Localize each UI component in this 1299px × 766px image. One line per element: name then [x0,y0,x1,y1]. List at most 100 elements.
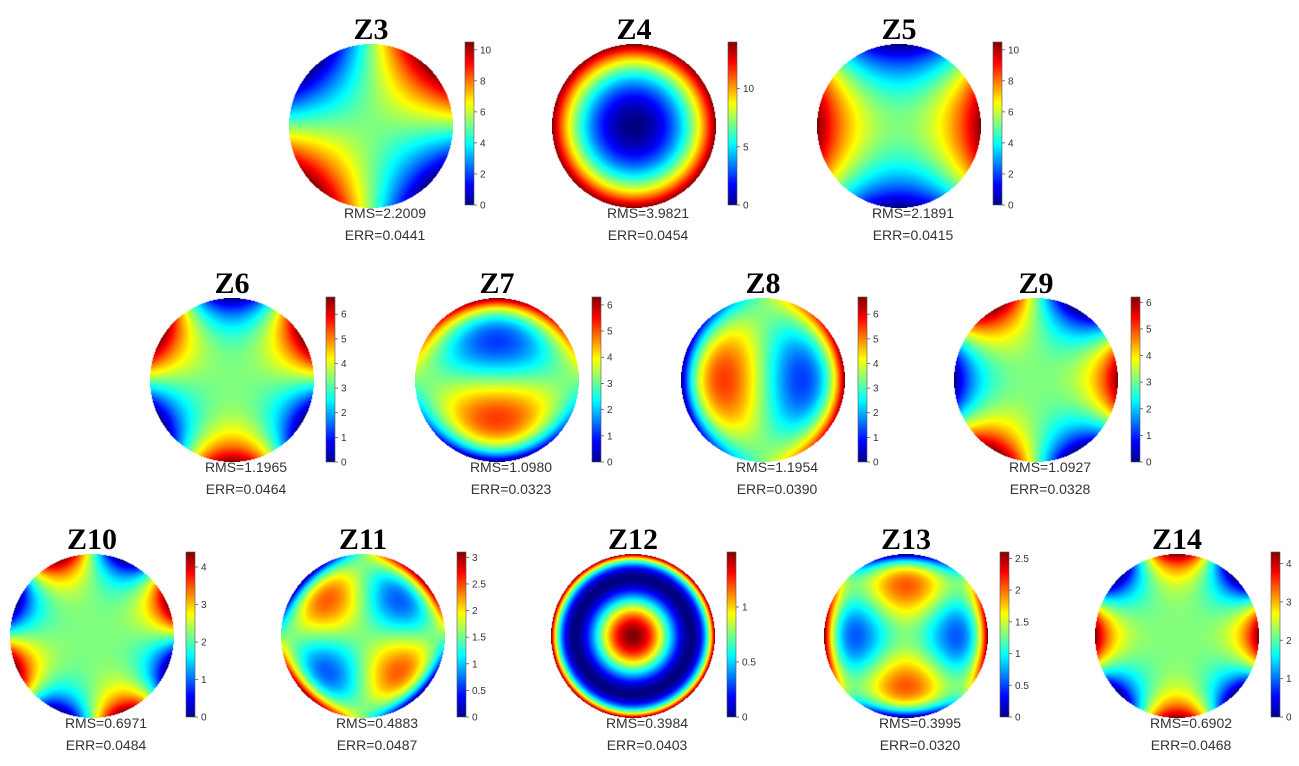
z14-colorbar [1270,551,1281,718]
z3-colorbar-tick-label: 8 [480,76,486,87]
z9-colorbar-tick-label: 3 [1146,378,1152,389]
z6-panel: Z6 0 1 2 3 4 5 6 RMS=1.1965 ERR=0.0464 [150,267,347,497]
z8-panel: Z8 0 1 2 3 4 5 6 RMS=1.1954 ERR=0.0390 [681,267,879,497]
z13-title: Z13 [881,523,931,556]
z13-colorbar-tick-label: 2.5 [1015,554,1029,565]
z11-rms-value: RMS=0.4883 [336,715,418,731]
z11-colorbar-tick-label: 0 [472,713,478,724]
z7-surface-map [415,298,579,462]
z8-colorbar-tick-label: 1 [873,433,879,444]
z8-rms-value: RMS=1.1954 [736,459,818,475]
z12-colorbar-tick-label: 0 [742,713,748,724]
z10-colorbar-tick-label: 4 [201,563,207,574]
z5-colorbar-tick-label: 4 [1008,138,1014,149]
z7-colorbar-tick-label: 6 [607,300,613,311]
z8-colorbar-tick-label: 0 [873,458,879,469]
z14-surface-map [1095,554,1259,718]
z5-surface-map [817,44,981,208]
z9-colorbar-tick-label: 0 [1146,458,1152,469]
z13-panel: Z13 0 0.5 1 1.5 2 2.5 RMS=0.3995 ERR=0.0320 [824,523,1029,753]
z5-colorbar [992,41,1003,206]
z12-panel: Z12 0 0.5 1 RMS=0.3984 ERR=0.0403 [551,523,756,753]
z7-colorbar-tick-label: 1 [607,431,613,442]
z7-colorbar-tick-label: 3 [607,379,613,390]
z6-colorbar [325,296,336,463]
z9-colorbar-tick-label: 6 [1146,298,1152,309]
z6-colorbar-tick-label: 2 [341,408,347,419]
z14-err-value: ERR=0.0468 [1151,737,1232,753]
z8-colorbar-tick-label: 4 [873,359,879,370]
z14-panel: Z14 0 1 2 3 4 RMS=0.6902 ERR=0.0468 [1095,523,1292,753]
z10-colorbar-tick-label: 2 [201,638,207,649]
z7-err-value: ERR=0.0323 [471,481,552,497]
z8-colorbar-tick-label: 5 [873,334,879,345]
z14-title: Z14 [1152,523,1202,556]
z11-colorbar-tick-label: 2.5 [472,579,486,590]
z13-colorbar-tick-label: 2 [1015,586,1021,597]
z4-rms-value: RMS=3.9821 [607,205,689,221]
z6-err-value: ERR=0.0464 [206,481,287,497]
z3-rms-value: RMS=2.2009 [344,205,426,221]
z4-colorbar [727,41,738,206]
z13-colorbar-tick-label: 1 [1015,649,1021,660]
z9-colorbar-tick-label: 4 [1146,351,1152,362]
z3-err-value: ERR=0.0441 [345,227,426,243]
z5-title: Z5 [881,13,916,46]
z5-colorbar-tick-label: 0 [1008,201,1014,212]
z4-colorbar-tick-label: 10 [743,84,755,95]
z14-colorbar-tick-label: 2 [1286,636,1292,647]
z4-title: Z4 [616,13,651,46]
z11-surface-map [281,554,445,718]
z7-colorbar-tick-label: 2 [607,405,613,416]
z4-panel: Z4 0 5 10 RMS=3.9821 ERR=0.0454 [552,13,755,243]
z7-colorbar [591,296,602,463]
z4-surface-map [552,44,716,208]
z4-colorbar-tick-label: 5 [743,142,749,153]
z12-rms-value: RMS=0.3984 [606,715,688,731]
z9-colorbar-tick-label: 5 [1146,324,1152,335]
z6-colorbar-tick-label: 4 [341,359,347,370]
z10-colorbar-tick-label: 0 [201,713,207,724]
z3-title: Z3 [353,13,388,46]
z5-err-value: ERR=0.0415 [873,227,954,243]
z5-colorbar-tick-label: 6 [1008,107,1014,118]
z4-colorbar-tick-label: 0 [743,201,749,212]
z10-surface-map [10,554,174,718]
z7-title: Z7 [479,267,514,300]
z6-colorbar-tick-label: 5 [341,334,347,345]
z11-colorbar-tick-label: 3 [472,553,478,564]
z5-colorbar-tick-label: 2 [1008,169,1014,180]
z12-surface-map [551,554,715,718]
z3-surface-map [289,44,453,208]
z5-colorbar-tick-label: 10 [1008,45,1020,56]
z6-title: Z6 [214,267,249,300]
z11-colorbar [456,551,467,718]
z3-colorbar-tick-label: 2 [480,169,486,180]
z8-surface-map [681,298,845,462]
z8-colorbar-tick-label: 2 [873,408,879,419]
z7-colorbar-tick-label: 0 [607,458,613,469]
z10-colorbar-tick-label: 3 [201,600,207,611]
z8-title: Z8 [745,267,780,300]
z3-colorbar [464,41,475,206]
z9-colorbar [1130,296,1141,463]
z3-colorbar-tick-label: 0 [480,201,486,212]
z11-panel: Z11 0 0.5 1 1.5 2 2.5 3 RMS=0.4883 ERR=0.0487 [281,523,486,753]
z10-title: Z10 [67,523,117,556]
z9-colorbar-tick-label: 2 [1146,404,1152,415]
z14-colorbar-tick-label: 4 [1286,559,1292,570]
z13-colorbar-tick-label: 0 [1015,713,1021,724]
z13-colorbar-tick-label: 1.5 [1015,617,1029,628]
z7-rms-value: RMS=1.0980 [470,459,552,475]
z9-rms-value: RMS=1.0927 [1009,459,1091,475]
z3-panel: Z3 0 2 4 6 8 10 RMS=2.2009 ERR=0.0441 [289,13,492,243]
z7-colorbar-tick-label: 5 [607,327,613,338]
z14-colorbar-tick-label: 3 [1286,597,1292,608]
z9-panel: Z9 0 1 2 3 4 5 6 RMS=1.0927 ERR=0.0328 [954,267,1152,497]
z8-colorbar-tick-label: 3 [873,384,879,395]
z10-colorbar [185,551,196,718]
z11-colorbar-tick-label: 0.5 [472,686,486,697]
z11-err-value: ERR=0.0487 [337,737,418,753]
z5-colorbar-tick-label: 8 [1008,76,1014,87]
